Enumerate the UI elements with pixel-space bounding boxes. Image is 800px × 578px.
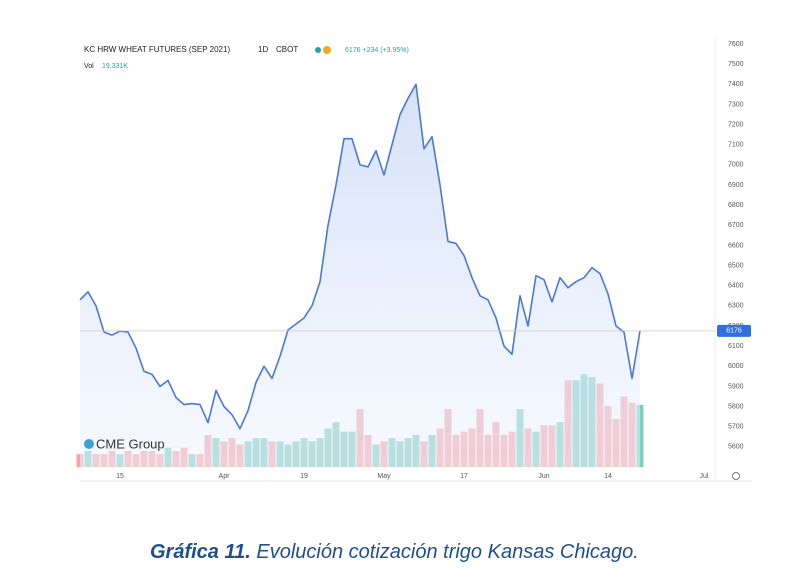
x-tick-label: 14 xyxy=(604,473,612,480)
area-fill xyxy=(80,84,640,468)
y-tick-label: 7500 xyxy=(728,61,744,68)
y-tick-label: 5900 xyxy=(728,383,744,390)
logo: CME Group xyxy=(96,436,165,451)
status-dot xyxy=(315,47,321,53)
y-tick-label: 6500 xyxy=(728,262,744,269)
y-tick-label: 6600 xyxy=(728,242,744,249)
y-tick-label: 7600 xyxy=(728,41,744,48)
logo-icon xyxy=(84,439,94,449)
x-tick-label: Jun xyxy=(538,473,549,480)
y-tick-label: 7400 xyxy=(728,81,744,88)
y-tick-label: 5600 xyxy=(728,444,744,451)
volume-readout: 19.331K xyxy=(102,63,128,70)
x-tick-label: May xyxy=(377,473,391,480)
y-tick-label: 6900 xyxy=(728,182,744,189)
x-tick-label: 17 xyxy=(460,473,468,480)
x-tick-label: 19 xyxy=(300,473,308,480)
y-tick-label: 6100 xyxy=(728,343,744,350)
exchange: CBOT xyxy=(276,45,298,54)
caption-lead: Gráfica 11. xyxy=(150,541,251,563)
y-tick-label: 6700 xyxy=(728,222,744,229)
status-dot xyxy=(323,46,331,54)
y-tick-label: 7300 xyxy=(728,101,744,108)
y-tick-label: 7100 xyxy=(728,142,744,149)
x-tick-label: Apr xyxy=(219,473,231,480)
y-tick-label: 7200 xyxy=(728,121,744,128)
caption: Gráfica 11. Evolución cotización trigo K… xyxy=(150,541,639,563)
quote: 6176 +234 (+3.95%) xyxy=(345,47,409,54)
y-tick-label: 6800 xyxy=(728,202,744,209)
caption-text: Evolución cotización trigo Kansas Chicag… xyxy=(256,541,638,563)
plot xyxy=(76,83,715,468)
last-price-box xyxy=(717,324,751,337)
volume-label: Vol xyxy=(84,63,94,70)
price-line xyxy=(79,83,641,430)
interval: 1D xyxy=(258,45,268,54)
settings-icon xyxy=(732,472,740,480)
y-tick-label: 6400 xyxy=(728,283,744,290)
x-tick-label: 15 xyxy=(116,473,124,480)
y-tick-label: 6300 xyxy=(728,303,744,310)
y-tick-label: 5700 xyxy=(728,424,744,431)
y-tick-label: 6000 xyxy=(728,363,744,370)
y-tick-label: 7000 xyxy=(728,162,744,169)
last-price-label: 6176 xyxy=(726,328,742,335)
chart-title: KC HRW WHEAT FUTURES (SEP 2021) xyxy=(84,45,230,54)
x-tick-label: Jul xyxy=(700,473,709,480)
y-tick-label: 5800 xyxy=(728,403,744,410)
